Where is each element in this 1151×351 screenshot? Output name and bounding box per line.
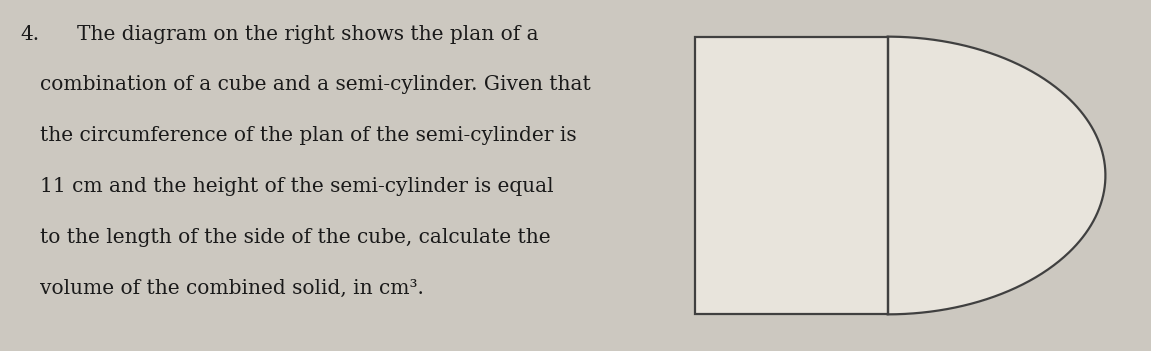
Text: combination of a cube and a semi-cylinder. Given that: combination of a cube and a semi-cylinde… [40,75,590,94]
Polygon shape [887,37,1105,314]
Text: The diagram on the right shows the plan of a: The diagram on the right shows the plan … [77,25,539,44]
Text: 11 cm and the height of the semi-cylinder is equal: 11 cm and the height of the semi-cylinde… [40,177,554,196]
Bar [695,37,887,314]
Text: 4.: 4. [20,25,39,44]
Text: the circumference of the plan of the semi-cylinder is: the circumference of the plan of the sem… [40,126,577,145]
Text: volume of the combined solid, in cm³.: volume of the combined solid, in cm³. [40,279,424,298]
Text: to the length of the side of the cube, calculate the: to the length of the side of the cube, c… [40,228,550,247]
